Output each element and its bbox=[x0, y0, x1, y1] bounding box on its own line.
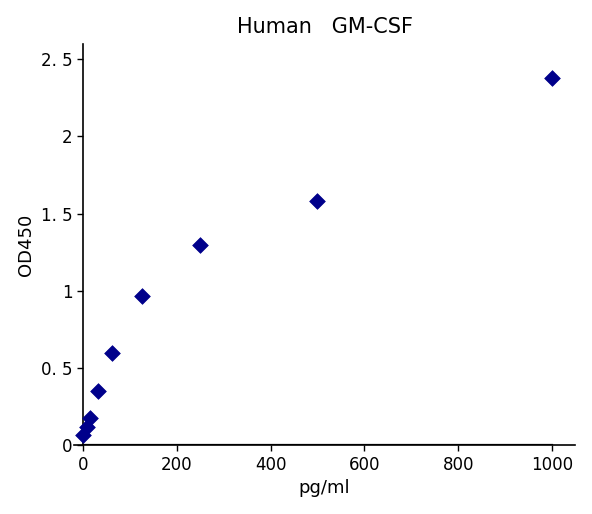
Point bbox=[86, 413, 95, 421]
Title: Human   GM-CSF: Human GM-CSF bbox=[237, 16, 413, 36]
Point bbox=[195, 241, 205, 249]
Point bbox=[137, 291, 146, 300]
Point bbox=[547, 74, 556, 82]
Point bbox=[82, 423, 91, 431]
X-axis label: pg/ml: pg/ml bbox=[299, 480, 350, 498]
Point bbox=[78, 430, 88, 438]
Point bbox=[108, 348, 117, 357]
Y-axis label: OD450: OD450 bbox=[18, 213, 36, 276]
Point bbox=[93, 387, 102, 395]
Point bbox=[313, 197, 322, 206]
